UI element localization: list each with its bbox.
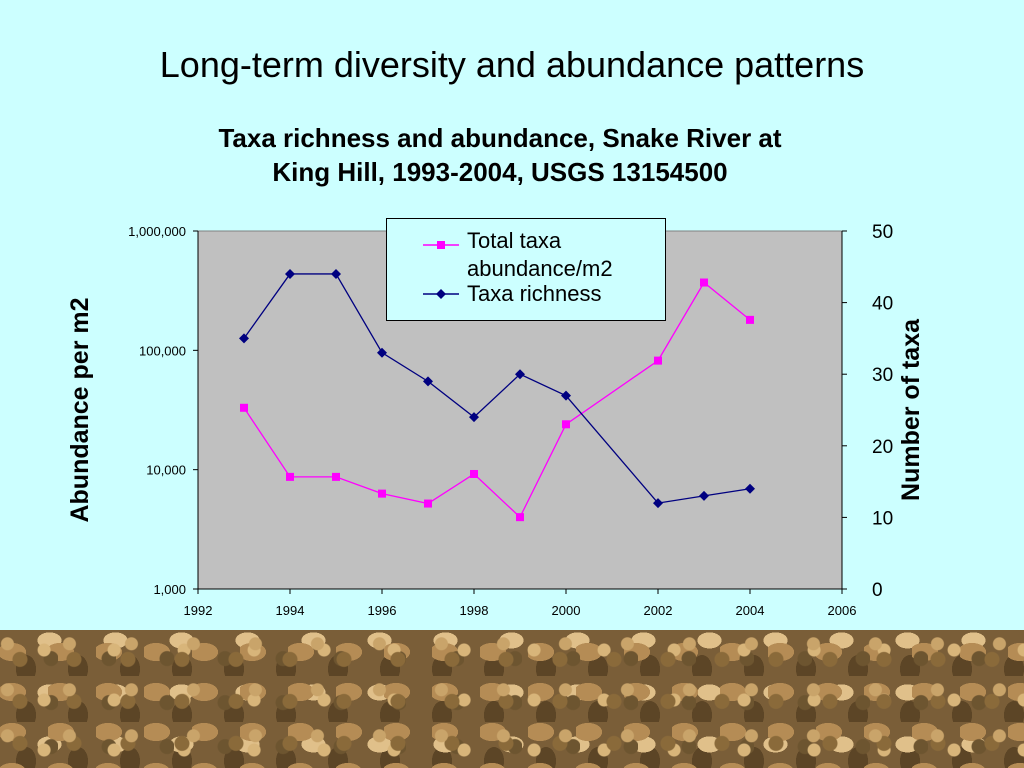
data-point-richness bbox=[285, 268, 295, 279]
data-point-abundance bbox=[286, 472, 294, 481]
x-tick-label: 2004 bbox=[736, 603, 765, 618]
x-tick-label: 1996 bbox=[368, 603, 397, 618]
x-tick-label: 1998 bbox=[460, 603, 489, 618]
chart-title-line-2: King Hill, 1993-2004, USGS 13154500 bbox=[272, 157, 728, 187]
data-point-abundance bbox=[240, 403, 248, 412]
x-tick-label: 2006 bbox=[828, 603, 857, 618]
y-tick-label: 1,000 bbox=[153, 582, 186, 597]
data-point-abundance bbox=[470, 469, 478, 478]
data-point-abundance bbox=[378, 489, 386, 498]
data-point-richness bbox=[469, 412, 479, 423]
data-point-abundance bbox=[654, 356, 662, 365]
y2-tick-label: 30 bbox=[872, 365, 893, 386]
legend-marker-square-icon bbox=[423, 241, 459, 249]
data-point-richness bbox=[331, 268, 341, 279]
data-point-abundance bbox=[562, 420, 570, 429]
data-point-abundance bbox=[424, 499, 432, 508]
data-point-abundance bbox=[700, 278, 708, 287]
y2-tick-label: 10 bbox=[872, 508, 893, 529]
shells-photo-strip bbox=[0, 630, 1024, 768]
legend: Total taxa abundance/m2 Taxa richness bbox=[386, 218, 666, 321]
data-point-abundance bbox=[332, 472, 340, 481]
legend-label-abundance: Total taxa abundance/m2 bbox=[467, 227, 613, 283]
legend-marker-diamond-icon bbox=[423, 289, 459, 299]
data-point-abundance bbox=[516, 513, 524, 522]
data-point-richness bbox=[699, 490, 709, 501]
y-axis-title: Abundance per m2 bbox=[66, 297, 94, 522]
data-point-richness bbox=[561, 390, 571, 401]
y2-tick-label: 40 bbox=[872, 294, 893, 315]
data-point-richness bbox=[653, 498, 663, 509]
y2-tick-label: 50 bbox=[872, 222, 893, 243]
data-point-richness bbox=[515, 369, 525, 380]
y2-tick-label: 20 bbox=[872, 437, 893, 458]
x-tick-label: 2000 bbox=[552, 603, 581, 618]
x-tick-label: 2002 bbox=[644, 603, 673, 618]
chart-title: Taxa richness and abundance, Snake River… bbox=[150, 121, 850, 189]
legend-label-abundance-line-2: abundance/m2 bbox=[467, 256, 613, 281]
x-tick-label: 1994 bbox=[276, 603, 305, 618]
y2-axis-title: Number of taxa bbox=[897, 318, 925, 501]
legend-label-abundance-line-1: Total taxa bbox=[467, 228, 562, 253]
y-tick-label: 10,000 bbox=[146, 463, 186, 478]
slide-title: Long-term diversity and abundance patter… bbox=[159, 44, 865, 85]
y2-tick-label: 0 bbox=[872, 580, 883, 601]
x-tick-label: 1992 bbox=[184, 603, 213, 618]
y-tick-label: 1,000,000 bbox=[128, 224, 186, 239]
legend-label-richness: Taxa richness bbox=[467, 281, 602, 306]
data-point-abundance bbox=[746, 315, 754, 324]
data-point-richness bbox=[239, 333, 249, 344]
data-point-richness bbox=[377, 347, 387, 358]
data-point-richness bbox=[423, 376, 433, 387]
data-point-richness bbox=[745, 483, 755, 494]
chart-title-line-1: Taxa richness and abundance, Snake River… bbox=[218, 123, 782, 153]
y-tick-label: 100,000 bbox=[139, 343, 186, 358]
